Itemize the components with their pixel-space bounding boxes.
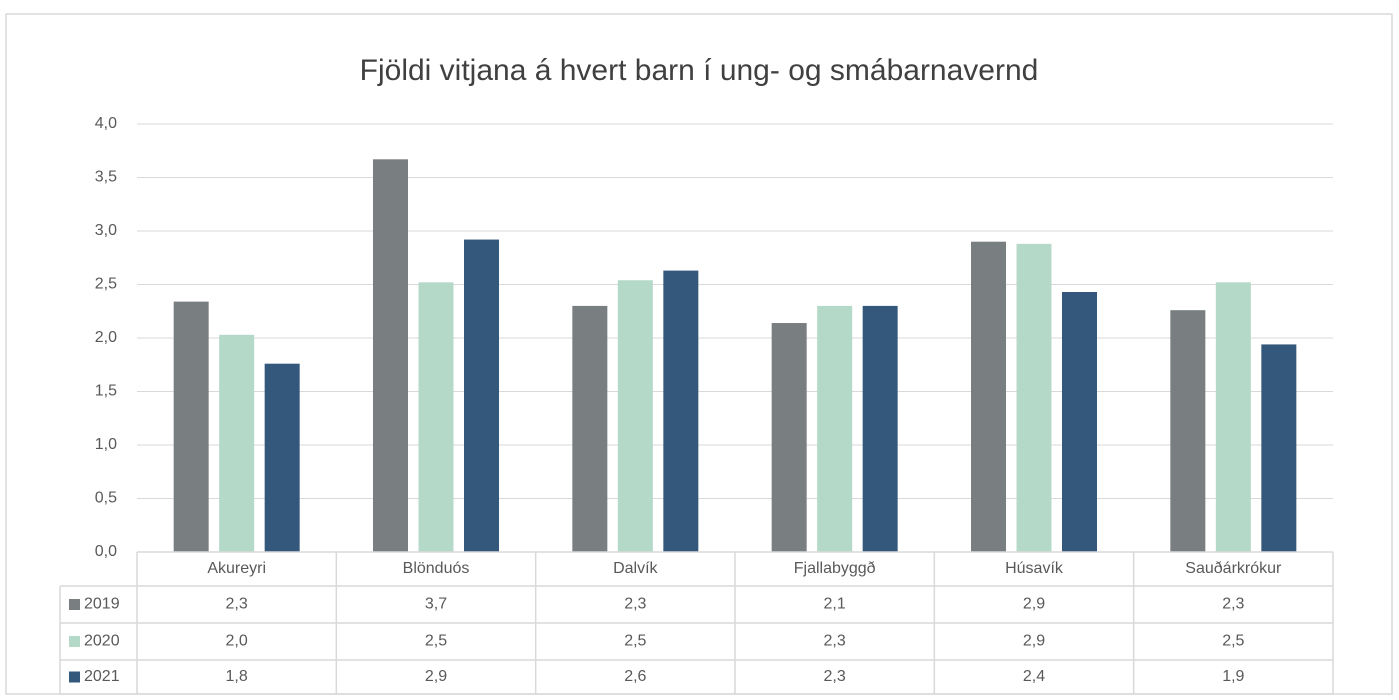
data-label: 2,9 [425, 668, 447, 685]
data-label: 2,3 [1222, 596, 1244, 613]
data-label: 2,9 [1023, 596, 1045, 613]
bar [572, 305, 608, 552]
bar [418, 282, 454, 552]
bar [373, 159, 408, 552]
data-label: 2,0 [226, 633, 248, 650]
data-label: 2,3 [624, 596, 646, 613]
data-label: 2,9 [1023, 633, 1045, 650]
bar [1215, 282, 1251, 552]
data-label: 2,6 [624, 668, 646, 685]
data-label: 2,3 [226, 596, 248, 613]
data-label: 2,4 [1023, 668, 1045, 685]
y-tick-label: 4,0 [95, 115, 117, 132]
y-tick-label: 2,0 [95, 329, 117, 346]
data-label: 2,5 [1222, 633, 1244, 650]
data-label: 2,3 [824, 633, 846, 650]
legend-swatch [69, 636, 80, 647]
y-tick-label: 3,5 [95, 169, 117, 186]
x-tick-label: Akureyri [207, 560, 266, 577]
legend-label: 2021 [84, 668, 120, 685]
bar [663, 270, 699, 552]
bar [1062, 291, 1097, 552]
x-tick-label: Blönduós [403, 560, 470, 577]
x-tick-label: Húsavík [1005, 560, 1064, 577]
legend-swatch [69, 599, 80, 610]
data-label: 2,3 [824, 668, 846, 685]
data-label: 3,7 [425, 596, 447, 613]
data-label: 2,5 [425, 633, 447, 650]
bar [771, 323, 807, 552]
y-tick-label: 0,0 [95, 543, 117, 560]
bar [1261, 344, 1297, 552]
bar [862, 305, 898, 552]
y-tick-label: 2,5 [95, 276, 117, 293]
legend-swatch [69, 671, 80, 683]
data-label: 2,5 [624, 633, 646, 650]
bar [173, 301, 209, 552]
y-tick-label: 3,0 [95, 222, 117, 239]
bar [1170, 310, 1206, 552]
data-label: 2,1 [824, 596, 846, 613]
x-tick-label: Dalvík [613, 560, 658, 577]
bar [617, 280, 653, 552]
y-tick-label: 1,0 [95, 436, 117, 453]
x-tick-label: Sauðárkrókur [1185, 560, 1282, 577]
legend-label: 2019 [84, 596, 120, 613]
bar [971, 241, 1006, 552]
data-label: 1,9 [1222, 668, 1244, 685]
y-tick-label: 1,5 [95, 383, 117, 400]
data-label: 1,8 [226, 668, 248, 685]
bar [219, 334, 255, 552]
x-tick-label: Fjallabyggð [794, 560, 876, 577]
legend-label: 2020 [84, 633, 120, 650]
chart-title: Fjöldi vitjana á hvert barn í ung- og sm… [360, 54, 1039, 87]
bar [264, 363, 300, 552]
bar [464, 239, 499, 552]
y-tick-label: 0,5 [95, 490, 117, 507]
bar [817, 305, 853, 552]
bar [1016, 243, 1052, 552]
